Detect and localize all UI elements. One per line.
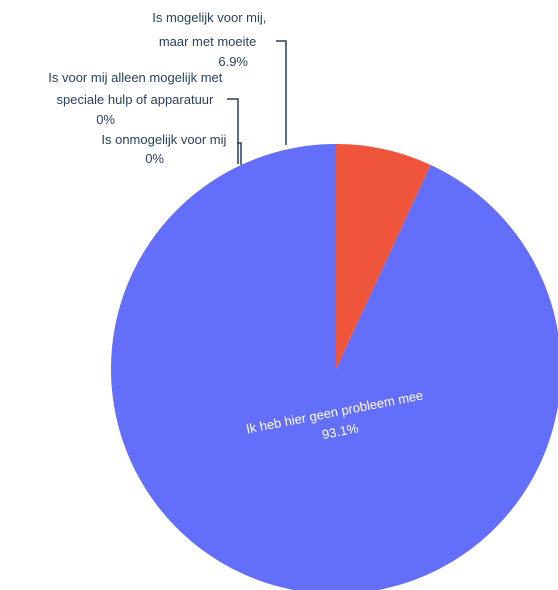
slice-label-speciale-hulp: Is voor mij alleen mogelijk met speciale… [48,70,226,127]
slice-percent-onmogelijk: 0% [145,151,164,166]
slice-label-mogelijk-met-moeite-line1: Is mogelijk voor mij, [152,10,266,25]
slice-percent-geen-probleem: 93.1% [321,420,360,442]
slice-percent-mogelijk-met-moeite: 6.9% [218,54,248,69]
slice-label-speciale-hulp-line2: speciale hulp of apparatuur [57,92,215,107]
pie-slice-1 [336,144,431,369]
slice-label-mogelijk-met-moeite-line2: maar met moeite [159,34,257,49]
pie-slice-0 [111,144,558,590]
slice-label-onmogelijk-line1: Is onmogelijk voor mij [101,132,226,147]
slice-percent-speciale-hulp: 0% [96,112,115,127]
leader-line-0 [276,40,287,145]
slice-label-onmogelijk: Is onmogelijk voor mij 0% [101,132,230,166]
slice-label-speciale-hulp-line1: Is voor mij alleen mogelijk met [48,70,223,85]
slice-label-mogelijk-met-moeite: Is mogelijk voor mij, maar met moeite 6.… [152,10,270,69]
leader-line-2 [237,142,242,165]
pie-slices [111,144,558,590]
leader-lines [227,40,287,165]
